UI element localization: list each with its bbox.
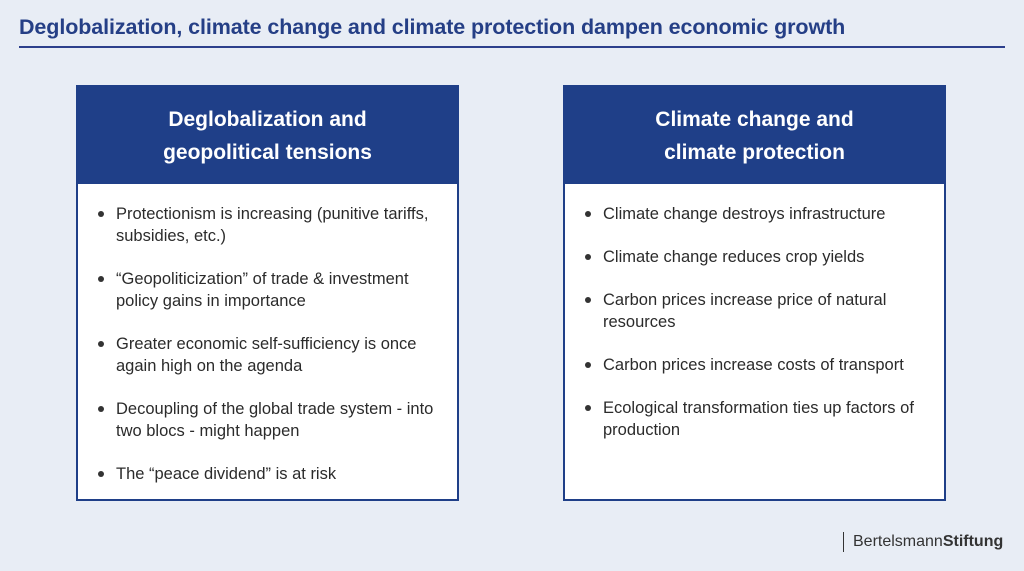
- bullet-list: Protectionism is increasing (punitive ta…: [78, 184, 457, 485]
- card-deglobalization: Deglobalization and geopolitical tension…: [76, 85, 459, 501]
- bullet-icon: [98, 406, 104, 412]
- title-divider: [19, 46, 1005, 48]
- list-item-text: Protectionism is increasing (punitive ta…: [116, 205, 429, 245]
- list-item: Climate change reduces crop yields: [583, 246, 930, 268]
- list-item: Decoupling of the global trade system - …: [96, 398, 443, 442]
- logo-text-regular: Bertelsmann: [853, 533, 943, 550]
- list-item-text: Ecological transformation ties up factor…: [603, 399, 914, 439]
- card-header-line: Climate change and: [655, 107, 854, 131]
- card-header: Climate change and climate protection: [565, 87, 944, 184]
- list-item-text: Climate change reduces crop yields: [603, 248, 865, 266]
- list-item: The “peace dividend” is at risk: [96, 463, 443, 485]
- list-item-text: Decoupling of the global trade system - …: [116, 400, 434, 440]
- bullet-icon: [98, 276, 104, 282]
- list-item-text: The “peace dividend” is at risk: [116, 465, 337, 483]
- list-item: “Geopoliticization” of trade & investmen…: [96, 268, 443, 312]
- card-header-line: climate protection: [664, 140, 845, 164]
- list-item: Greater economic self-sufficiency is onc…: [96, 333, 443, 377]
- card-header-line: geopolitical tensions: [163, 140, 372, 164]
- bullet-icon: [585, 211, 591, 217]
- list-item-text: Greater economic self-sufficiency is onc…: [116, 335, 417, 375]
- list-item: Climate change destroys infrastructure: [583, 203, 930, 225]
- bullet-icon: [585, 297, 591, 303]
- list-item-text: “Geopoliticization” of trade & investmen…: [116, 270, 409, 310]
- card-header-line: Deglobalization and: [168, 107, 367, 131]
- bullet-icon: [585, 254, 591, 260]
- bertelsmann-stiftung-logo: Bertelsmann Stiftung: [843, 532, 1003, 552]
- list-item-text: Carbon prices increase price of natural …: [603, 291, 887, 331]
- list-item: Carbon prices increase costs of transpor…: [583, 354, 930, 376]
- page-title: Deglobalization, climate change and clim…: [19, 15, 846, 39]
- card-climate: Climate change and climate protection Cl…: [563, 85, 946, 501]
- logo-bar: [843, 532, 844, 552]
- bullet-icon: [98, 341, 104, 347]
- list-item: Protectionism is increasing (punitive ta…: [96, 203, 443, 247]
- logo-text-bold: Stiftung: [942, 533, 1004, 550]
- bullet-icon: [98, 471, 104, 477]
- bullet-icon: [98, 211, 104, 217]
- bullet-icon: [585, 405, 591, 411]
- list-item-text: Carbon prices increase costs of transpor…: [603, 356, 904, 374]
- list-item-text: Climate change destroys infrastructure: [603, 205, 886, 223]
- bullet-icon: [585, 362, 591, 368]
- list-item: Ecological transformation ties up factor…: [583, 397, 930, 441]
- list-item: Carbon prices increase price of natural …: [583, 289, 930, 333]
- card-header: Deglobalization and geopolitical tension…: [78, 87, 457, 184]
- bullet-list: Climate change destroys infrastructure C…: [565, 184, 944, 441]
